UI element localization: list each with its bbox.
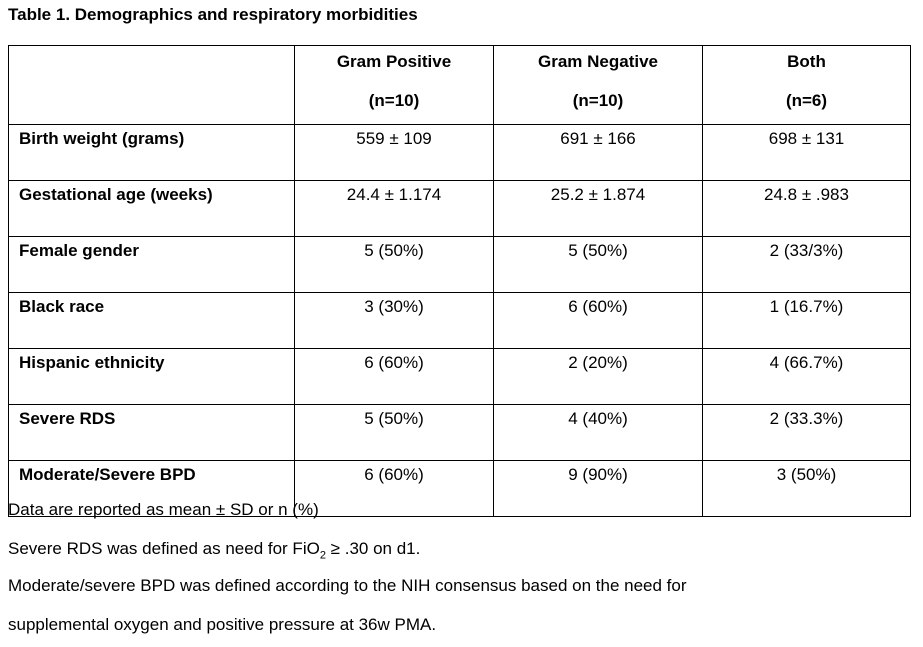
table-row: Gestational age (weeks) 24.4 ± 1.174 25.… xyxy=(8,180,911,237)
header-gram-negative: Gram Negative (n=10) xyxy=(493,45,703,125)
cell-value: 1 (16.7%) xyxy=(702,292,911,349)
footnote-bpd-definition: Moderate/severe BPD was defined accordin… xyxy=(8,576,687,595)
header-both: Both (n=6) xyxy=(702,45,911,125)
header-n: (n=10) xyxy=(572,91,624,110)
row-label: Moderate/Severe BPD xyxy=(8,460,295,517)
header-n: (n=10) xyxy=(368,91,420,110)
cell-value: 691 ± 166 xyxy=(493,124,703,181)
header-empty-cell xyxy=(8,45,295,125)
cell-value: 25.2 ± 1.874 xyxy=(493,180,703,237)
row-label: Birth weight (grams) xyxy=(8,124,295,181)
cell-value: 559 ± 109 xyxy=(294,124,494,181)
footnote-bpd-definition-continued: supplemental oxygen and positive pressur… xyxy=(8,615,437,634)
cell-value: 2 (33.3%) xyxy=(702,404,911,461)
table-row: Moderate/Severe BPD 6 (60%) 9 (90%) 3 (5… xyxy=(8,460,911,517)
cell-value: 2 (20%) xyxy=(493,348,703,405)
table-header-row: Gram Positive (n=10) Gram Negative (n=10… xyxy=(8,45,911,125)
cell-value: 2 (33/3%) xyxy=(702,236,911,293)
footnote-data-reporting: Data are reported as mean ± SD or n (%) xyxy=(8,500,319,519)
cell-value: 6 (60%) xyxy=(493,292,703,349)
row-label: Black race xyxy=(8,292,295,349)
header-label: Gram Positive xyxy=(336,52,452,71)
cell-value: 9 (90%) xyxy=(493,460,703,517)
footnote-rds-definition: Severe RDS was defined as need for FiO2 … xyxy=(8,539,421,562)
cell-value: 698 ± 131 xyxy=(702,124,911,181)
cell-value: 5 (50%) xyxy=(294,404,494,461)
cell-value: 24.4 ± 1.174 xyxy=(294,180,494,237)
table-row: Female gender 5 (50%) 5 (50%) 2 (33/3%) xyxy=(8,236,911,293)
table-row: Birth weight (grams) 559 ± 109 691 ± 166… xyxy=(8,124,911,181)
cell-value: 4 (66.7%) xyxy=(702,348,911,405)
cell-value: 5 (50%) xyxy=(493,236,703,293)
cell-value: 3 (30%) xyxy=(294,292,494,349)
cell-value: 3 (50%) xyxy=(702,460,911,517)
cell-value: 5 (50%) xyxy=(294,236,494,293)
cell-value: 6 (60%) xyxy=(294,460,494,517)
header-label: Both xyxy=(787,52,826,71)
header-gram-positive: Gram Positive (n=10) xyxy=(294,45,494,125)
table-row: Black race 3 (30%) 6 (60%) 1 (16.7%) xyxy=(8,292,911,349)
row-label: Gestational age (weeks) xyxy=(8,180,295,237)
row-label: Severe RDS xyxy=(8,404,295,461)
demographics-table: Gram Positive (n=10) Gram Negative (n=10… xyxy=(8,45,911,517)
cell-value: 4 (40%) xyxy=(493,404,703,461)
header-label: Gram Negative xyxy=(538,52,658,71)
row-label: Female gender xyxy=(8,236,295,293)
table-row: Severe RDS 5 (50%) 4 (40%) 2 (33.3%) xyxy=(8,404,911,461)
cell-value: 6 (60%) xyxy=(294,348,494,405)
header-n: (n=6) xyxy=(785,91,828,110)
table-row: Hispanic ethnicity 6 (60%) 2 (20%) 4 (66… xyxy=(8,348,911,405)
table-title: Table 1. Demographics and respiratory mo… xyxy=(8,5,418,24)
cell-value: 24.8 ± .983 xyxy=(702,180,911,237)
row-label: Hispanic ethnicity xyxy=(8,348,295,405)
